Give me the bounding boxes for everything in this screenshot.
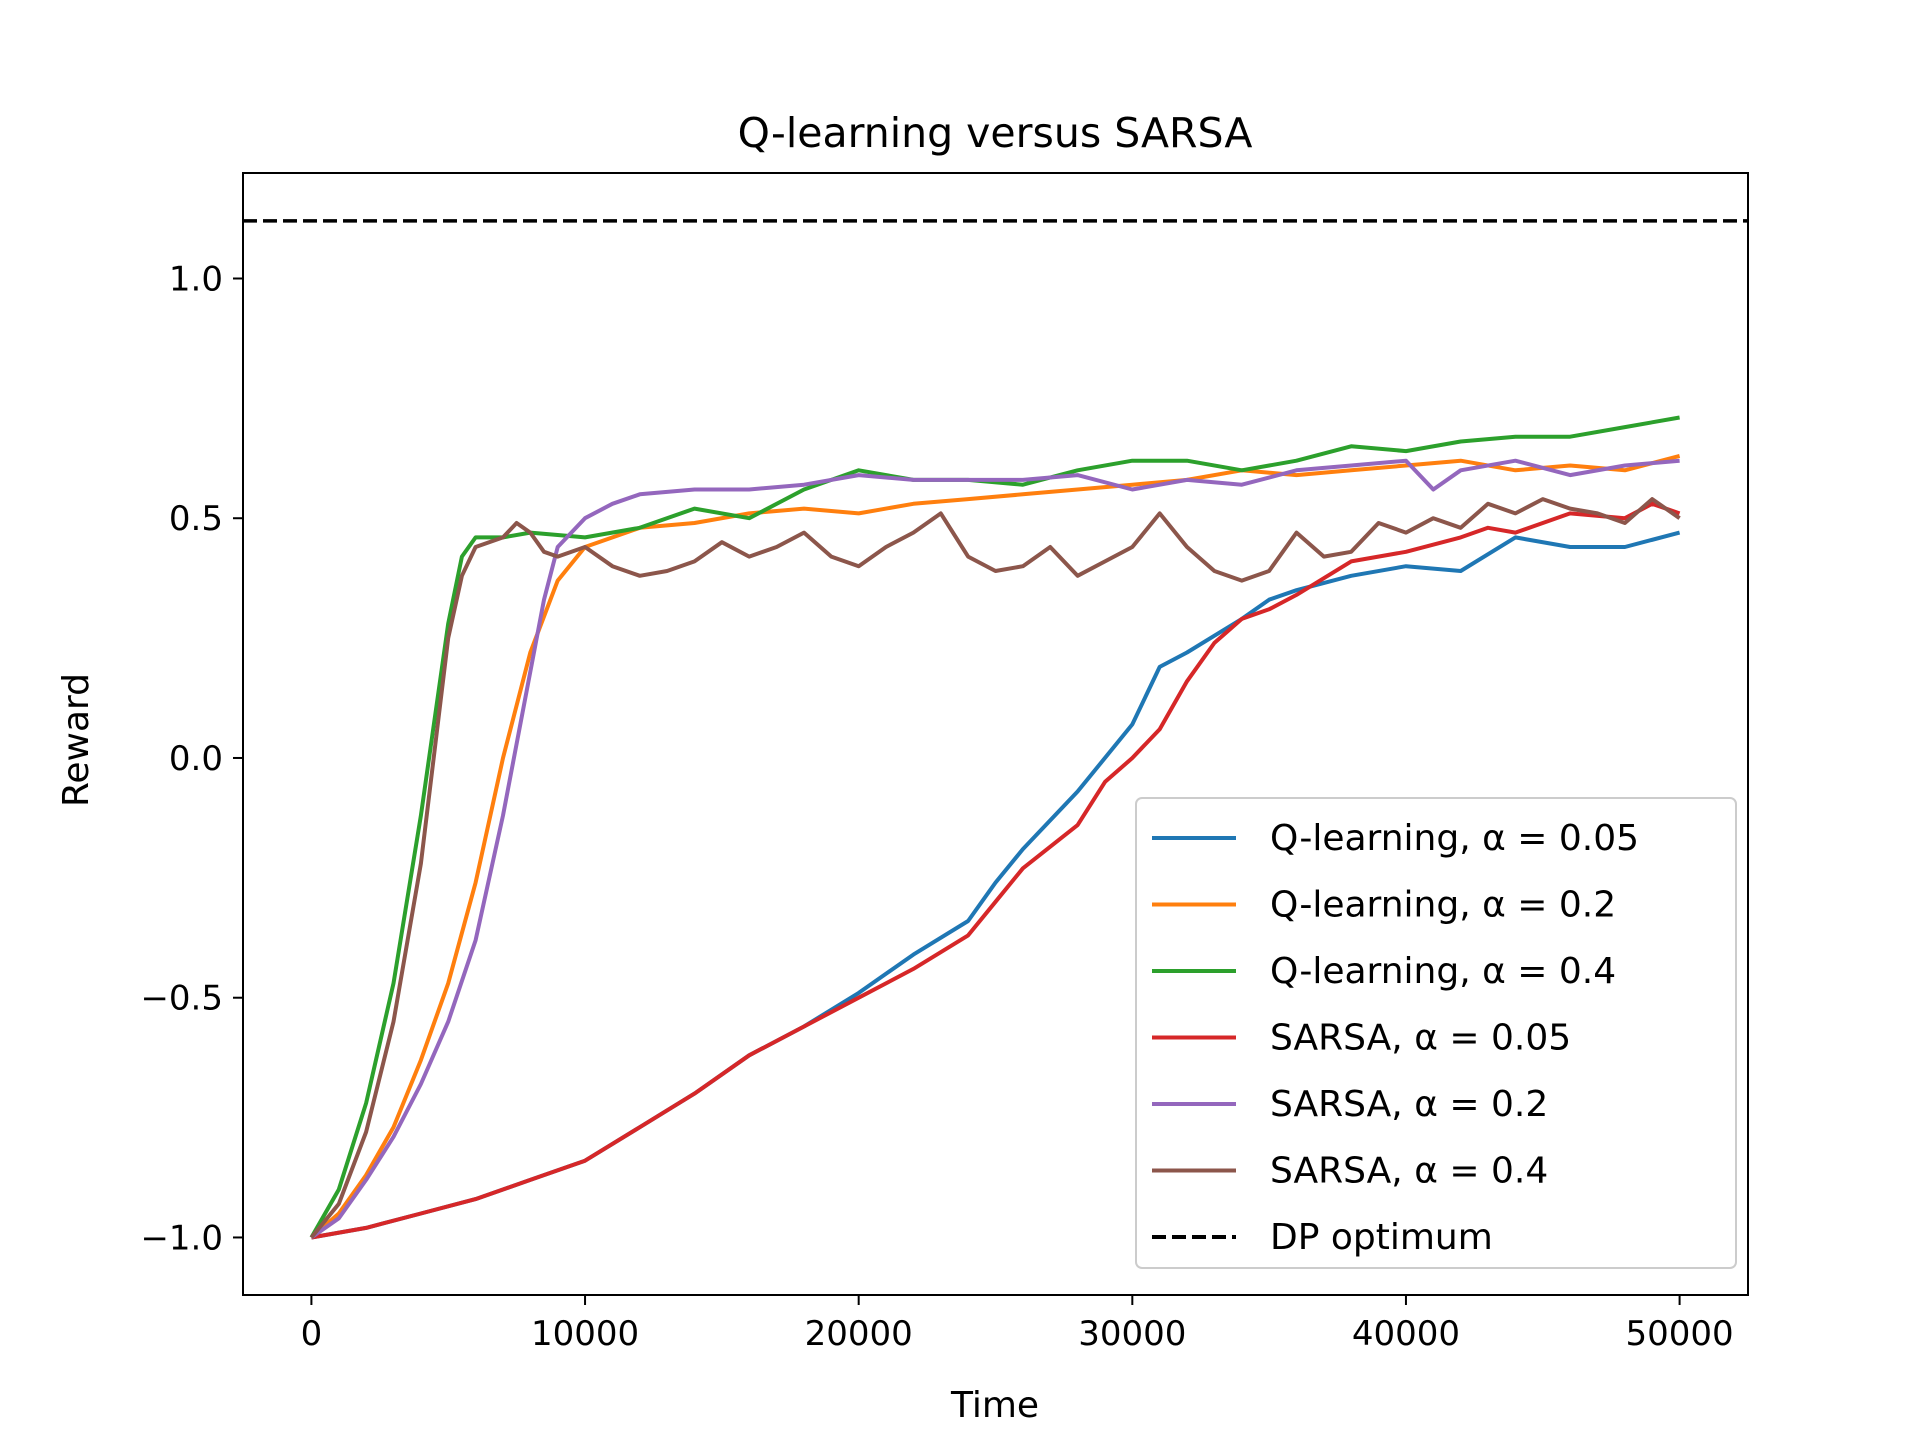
y-axis-label: Reward [56,673,97,807]
plot-area [242,172,1749,1296]
y-tick-label: 1.0 [169,259,223,299]
x-axis-label: Time [950,1385,1039,1426]
series-line-sarsa-0-4 [309,497,1681,1239]
y-tick-label: −0.5 [140,979,223,1019]
series-line-q-learning-0-4 [309,415,1680,1239]
x-tick-label: 30000 [1078,1314,1186,1354]
y-axis: −1.0 −0.5 0.0 0.5 1.0 [140,259,243,1258]
series-line-sarsa-0-05 [311,501,1681,1240]
x-tick-label: 40000 [1352,1314,1460,1354]
legend-label-q-learning-0-2: Q-learning, α = 0.2 [1270,885,1616,926]
legend-label-dp-optimum: DP optimum [1270,1217,1493,1258]
legend: Q-learning, α = 0.05 Q-learning, α = 0.2 Q… [1135,797,1737,1269]
plot-frame [242,172,1749,1296]
legend-box [1135,797,1737,1269]
x-tick-label: 10000 [531,1314,639,1354]
series-layer [243,219,1748,1240]
x-axis: 0 10000 20000 30000 40000 50000 [301,1295,1734,1354]
y-tick-label: 0.5 [169,499,223,539]
legend-label-q-learning-0-4: Q-learning, α = 0.4 [1270,951,1616,992]
y-tick-label: 0.0 [169,739,223,779]
x-tick-label: 20000 [805,1314,913,1354]
series-line-q-learning-0-2 [310,453,1681,1240]
legend-label-sarsa-0-05: SARSA, α = 0.05 [1270,1018,1571,1059]
chart-title: Q-learning versus SARSA [738,109,1253,157]
x-tick-label: 50000 [1626,1314,1734,1354]
y-tick-label: −1.0 [140,1218,223,1258]
legend-label-q-learning-0-05: Q-learning, α = 0.05 [1270,818,1639,859]
x-tick-label: 0 [301,1314,323,1354]
legend-label-sarsa-0-4: SARSA, α = 0.4 [1270,1151,1548,1192]
series-line-sarsa-0-2 [310,458,1680,1240]
legend-label-sarsa-0-2: SARSA, α = 0.2 [1270,1084,1548,1125]
